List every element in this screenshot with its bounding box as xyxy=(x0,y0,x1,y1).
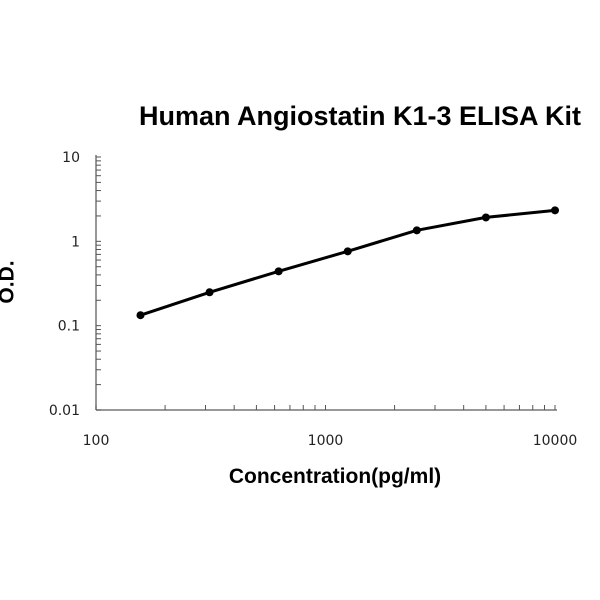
x-tick-label: 10000 xyxy=(533,433,578,449)
data-point xyxy=(343,247,352,256)
chart-title: Human Angiostatin K1-3 ELISA Kit xyxy=(138,101,582,131)
axes xyxy=(95,155,557,411)
y-tick-label: 10 xyxy=(62,150,80,166)
data-point xyxy=(136,311,145,320)
data-points xyxy=(136,206,559,320)
y-tick-label: 1 xyxy=(71,234,80,250)
x-tick-label: 1000 xyxy=(308,433,344,449)
data-point xyxy=(205,288,214,297)
y-tick-label: 0.01 xyxy=(49,403,80,419)
data-point xyxy=(481,213,490,222)
y-tick-label: 0.1 xyxy=(58,319,80,335)
standard-curve-line xyxy=(140,208,556,317)
data-point xyxy=(551,206,559,215)
data-point xyxy=(274,267,283,276)
data-point xyxy=(412,226,421,235)
x-axis-label: Concentration(pg/ml) xyxy=(228,465,442,488)
x-tick-label: 100 xyxy=(83,433,110,449)
